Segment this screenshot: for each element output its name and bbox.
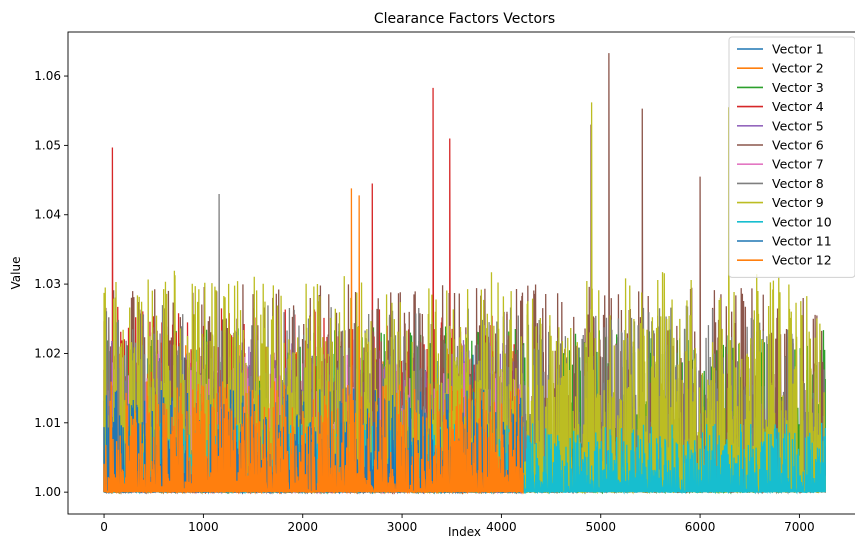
y-axis-label: Value — [9, 257, 23, 290]
legend-label: Vector 7 — [772, 157, 824, 172]
x-axis: 0 1000 2000 3000 4000 5000 6000 7000 — [100, 514, 815, 534]
legend-label: Vector 1 — [772, 42, 824, 57]
x-tick-label: 3000 — [387, 520, 418, 534]
x-tick-label: 2000 — [287, 520, 318, 534]
legend-label: Vector 4 — [772, 99, 824, 114]
legend-label: Vector 8 — [772, 176, 824, 191]
plot-frame — [67, 31, 855, 515]
y-tick-label: 1.00 — [34, 485, 61, 499]
x-tick-label: 7000 — [784, 520, 815, 534]
y-tick-label: 1.06 — [34, 69, 61, 83]
legend-label: Vector 9 — [772, 195, 824, 210]
x-tick-label: 6000 — [685, 520, 716, 534]
legend-label: Vector 12 — [772, 253, 832, 268]
legend-label: Vector 5 — [772, 118, 824, 133]
series-layer — [103, 53, 826, 495]
legend-label: Vector 11 — [772, 234, 832, 249]
x-tick-label: 4000 — [486, 520, 517, 534]
legend-label: Vector 2 — [772, 61, 824, 76]
legend-label: Vector 3 — [772, 80, 824, 95]
x-tick-label: 5000 — [585, 520, 616, 534]
legend: Vector 1 Vector 2 Vector 3 Vector 4 Vector 5… — [728, 36, 855, 278]
legend-label: Vector 6 — [772, 138, 824, 153]
legend-label: Vector 10 — [772, 214, 832, 229]
legend-box — [728, 36, 855, 278]
y-axis: 1.00 1.01 1.02 1.03 1.04 1.05 1.06 — [34, 69, 68, 499]
y-tick-label: 1.02 — [34, 346, 61, 360]
y-tick-label: 1.03 — [34, 277, 61, 291]
x-axis-label: Index — [448, 525, 481, 539]
x-tick-label: 0 — [100, 520, 108, 534]
y-tick-label: 1.01 — [34, 416, 61, 430]
series-12 — [103, 188, 524, 495]
chart-title: Clearance Factors Vectors — [374, 11, 555, 27]
x-tick-label: 1000 — [188, 520, 219, 534]
series-line-12 — [103, 188, 524, 495]
y-tick-label: 1.05 — [34, 138, 61, 152]
y-tick-label: 1.04 — [34, 208, 61, 222]
